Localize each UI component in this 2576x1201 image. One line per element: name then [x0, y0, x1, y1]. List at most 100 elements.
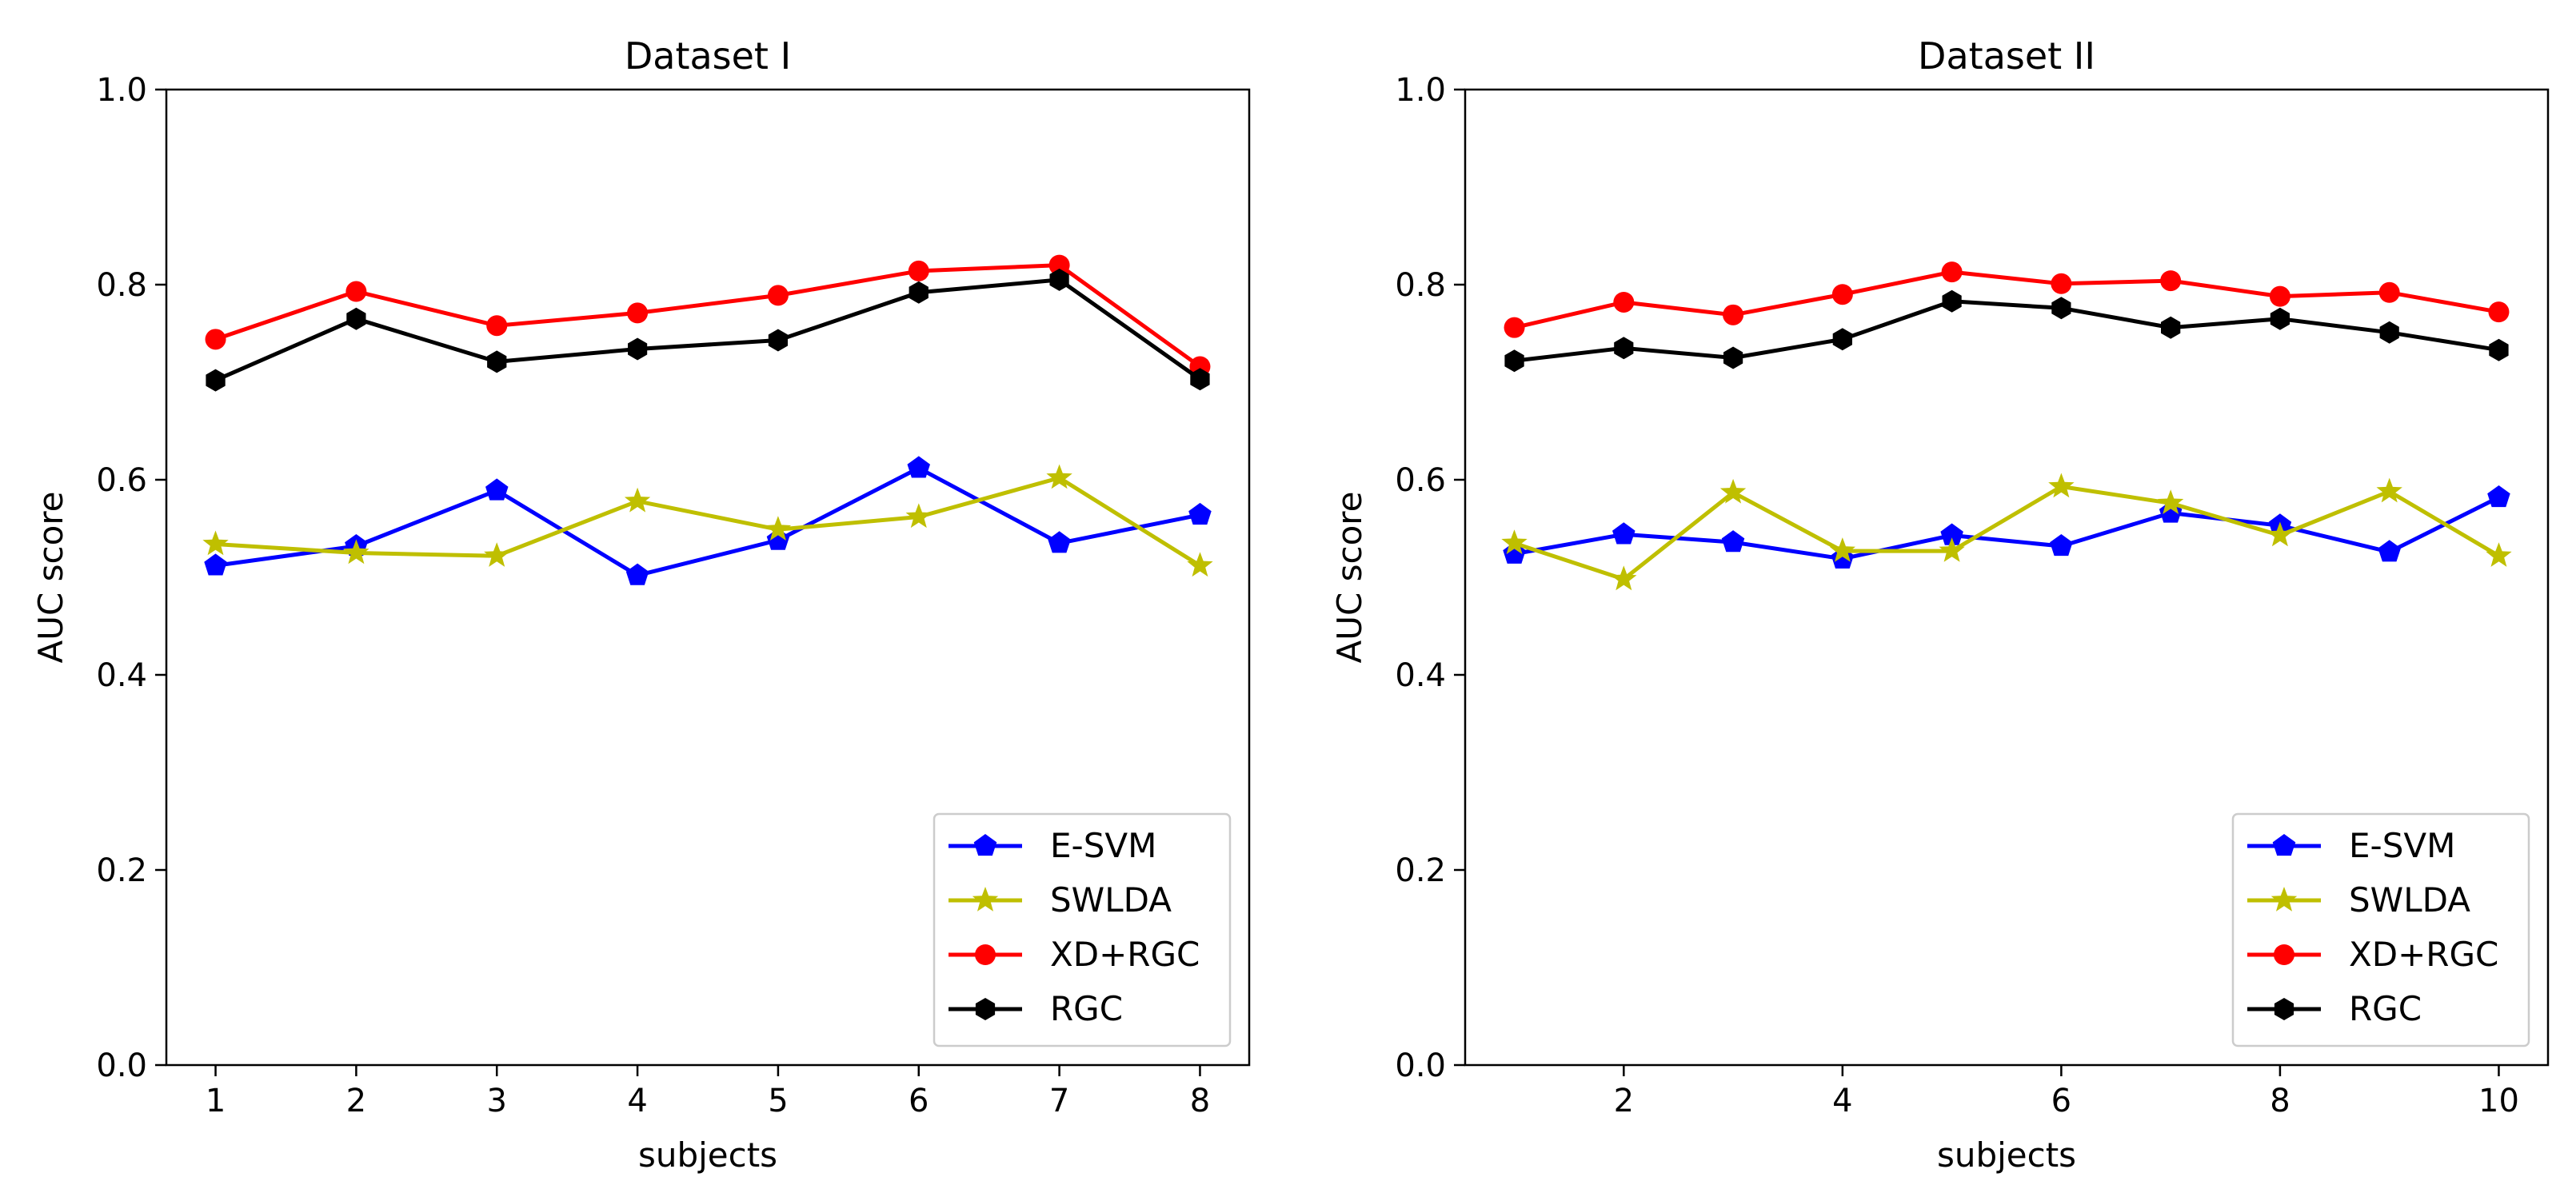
- legend-label: E-SVM: [1050, 826, 1156, 865]
- legend-label: SWLDA: [2349, 880, 2470, 920]
- data-point: [1831, 284, 1853, 305]
- data-point: [1721, 530, 1745, 553]
- plot-frame: [1464, 88, 2550, 1067]
- data-point: [2050, 534, 2073, 557]
- data-point: [2266, 521, 2294, 547]
- x-tick-label: 2: [1614, 1083, 1634, 1119]
- series-rgc: [206, 268, 1210, 392]
- data-point: [1612, 522, 1635, 545]
- legend-marker: [975, 998, 996, 1020]
- x-tick-label: 1: [206, 1083, 226, 1119]
- data-point: [204, 553, 227, 576]
- x-tick-label: 8: [1190, 1083, 1210, 1119]
- data-point: [2270, 307, 2290, 330]
- y-tick-label: 0.6: [96, 462, 147, 499]
- data-point: [205, 329, 226, 350]
- data-point: [1049, 268, 1069, 291]
- legend-label: XD+RGC: [1050, 935, 1200, 974]
- series-line: [1514, 299, 2499, 363]
- series-xd-rgc: [1504, 261, 2510, 338]
- data-point: [1832, 328, 1852, 351]
- x-tick-label: 6: [909, 1083, 929, 1119]
- data-point: [1187, 552, 1213, 577]
- x-tick-label: 3: [487, 1083, 507, 1119]
- legend-marker: [972, 887, 999, 912]
- legend-marker: [2272, 834, 2296, 856]
- data-point: [2051, 297, 2071, 320]
- legend-box: [2231, 812, 2530, 1047]
- legend-marker: [2270, 887, 2298, 912]
- data-point: [2378, 281, 2400, 303]
- data-point: [2269, 285, 2290, 307]
- data-point: [2487, 485, 2510, 508]
- data-point: [2488, 301, 2510, 323]
- data-point: [907, 456, 930, 478]
- data-point: [1723, 346, 1743, 369]
- data-point: [2158, 489, 2184, 514]
- plot-frame: [165, 88, 1251, 1067]
- legend: E-SVM SWLDA XD+RGC RGC: [933, 812, 1232, 1047]
- data-point: [1723, 304, 1744, 325]
- data-point: [1048, 254, 1070, 276]
- y-tick-label: 1.0: [1395, 72, 1446, 109]
- legend-label: SWLDA: [1050, 880, 1172, 920]
- data-point: [1942, 289, 1962, 313]
- data-point: [1504, 317, 1525, 338]
- series-line: [214, 277, 1201, 382]
- data-point: [2378, 540, 2401, 562]
- data-point: [2160, 270, 2182, 292]
- data-point: [767, 285, 789, 306]
- x-tick-label: 2: [346, 1083, 366, 1119]
- data-point: [485, 478, 509, 501]
- x-tick-label: 4: [1832, 1083, 1852, 1119]
- data-point: [1829, 537, 1855, 562]
- y-tick-label: 0.8: [1395, 267, 1446, 304]
- y-tick-label: 0.4: [1395, 657, 1446, 694]
- series-swlda: [202, 464, 1213, 577]
- data-point: [343, 539, 369, 565]
- legend-label: XD+RGC: [2349, 935, 2498, 974]
- data-point: [625, 563, 649, 585]
- series-line: [1513, 269, 2499, 330]
- series-line: [1513, 485, 2500, 581]
- data-point: [2376, 477, 2402, 503]
- chart-panel-1: Dataset I 1 2 3 4 5 6 7 8 0.0 0.2 0.4 0.6 0.8 1.0 subje…: [31, 34, 1251, 1175]
- y-axis-label: AUC score: [31, 491, 70, 663]
- data-point: [905, 503, 932, 529]
- data-point: [628, 337, 648, 361]
- data-point: [1614, 337, 1634, 360]
- legend-label: E-SVM: [2349, 826, 2455, 865]
- data-point: [1048, 531, 1071, 553]
- y-tick-label: 1.0: [96, 72, 147, 109]
- legend-marker: [973, 834, 997, 856]
- series-rgc: [1504, 289, 2509, 373]
- y-tick-label: 0.4: [96, 657, 147, 694]
- data-point: [346, 307, 366, 330]
- legend-box: [933, 812, 1232, 1047]
- series-line: [214, 263, 1201, 369]
- data-point: [345, 281, 367, 302]
- chart-title: Dataset II: [1918, 34, 2095, 78]
- x-tick-label: 8: [2270, 1083, 2290, 1119]
- data-point: [2486, 542, 2512, 567]
- y-tick-label: 0.6: [1395, 462, 1446, 499]
- y-tick-label: 0.2: [96, 852, 147, 889]
- data-point: [765, 516, 792, 541]
- y-tick-label: 0.2: [1395, 852, 1446, 889]
- data-point: [1611, 565, 1637, 591]
- data-point: [1504, 349, 1524, 373]
- series-swlda: [1501, 473, 2512, 591]
- data-point: [1940, 523, 1963, 545]
- data-point: [2489, 338, 2509, 361]
- legend-marker: [975, 944, 996, 965]
- data-point: [1046, 464, 1072, 489]
- x-axis-label: subjects: [1937, 1135, 2076, 1175]
- data-point: [768, 329, 788, 352]
- legend-label: RGC: [2349, 989, 2422, 1028]
- data-point: [1501, 529, 1528, 555]
- data-point: [1190, 368, 1210, 391]
- y-axis-label: AUC score: [1330, 491, 1369, 663]
- data-point: [206, 369, 226, 392]
- data-point: [627, 302, 649, 324]
